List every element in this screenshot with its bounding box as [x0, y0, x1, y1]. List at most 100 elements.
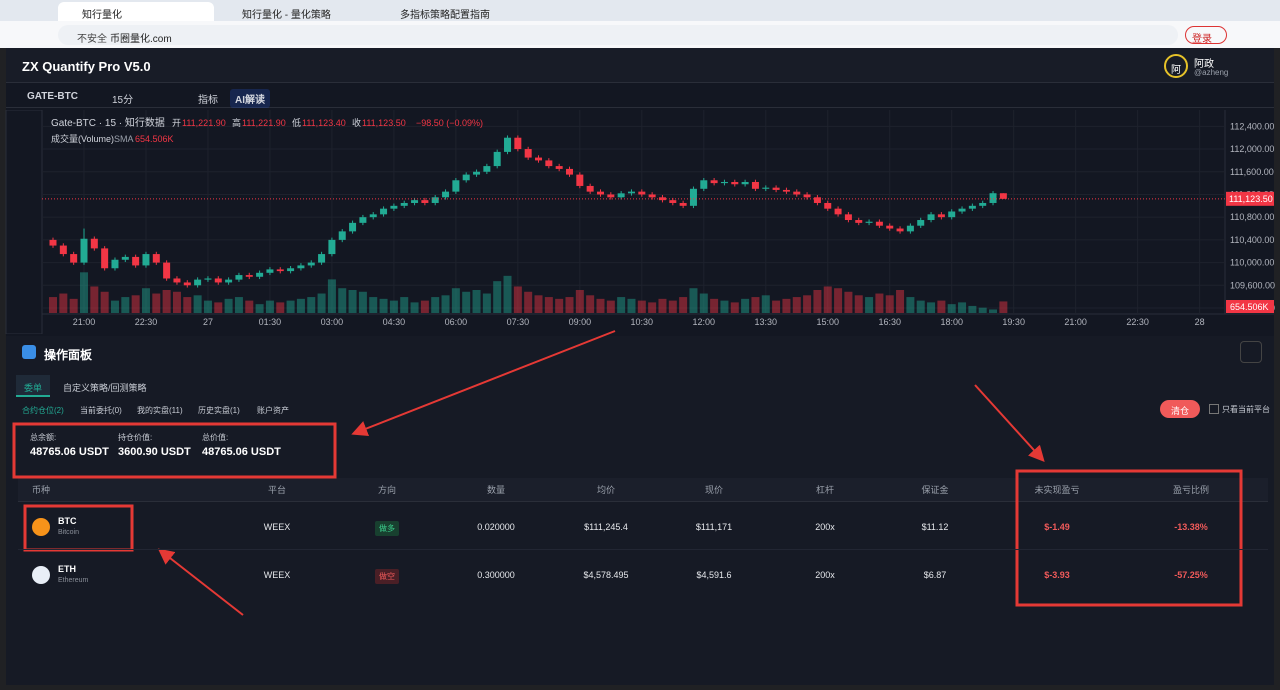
- url-field[interactable]: [58, 25, 1178, 45]
- volume-bar: [586, 295, 595, 313]
- volume-bar: [524, 291, 533, 313]
- sub-tab[interactable]: 当前委托(0): [80, 406, 122, 415]
- x-tick-label: 22:30: [135, 317, 158, 327]
- ohlc-key: 收: [352, 117, 361, 128]
- browser-tab[interactable]: 知行量化: [58, 2, 214, 21]
- volume-bar: [214, 302, 223, 313]
- sub-tab[interactable]: 历史实盘(1): [198, 406, 240, 415]
- volume-bar: [906, 297, 915, 313]
- y-tick-label: 110,000.00: [1230, 258, 1274, 268]
- candle-body: [700, 180, 708, 189]
- volume-tag-label: 654.506K: [1230, 302, 1269, 312]
- browser-tab[interactable]: 知行量化 - 量化策略: [242, 10, 331, 21]
- candle-body: [607, 194, 615, 198]
- volume-bar: [751, 297, 760, 313]
- volume-bar: [338, 288, 347, 313]
- sub-tab[interactable]: 合约仓位(2): [22, 406, 64, 415]
- avatar[interactable]: 阿: [1164, 54, 1188, 78]
- candle-body: [349, 222, 357, 232]
- x-tick-label: 16:30: [878, 317, 901, 327]
- table-cell: $-1.49: [1044, 522, 1070, 532]
- volume-bar: [172, 291, 181, 313]
- candle-body: [937, 214, 945, 218]
- symbol-button[interactable]: GATE-BTC: [27, 91, 78, 102]
- panel-tab[interactable]: 委单: [24, 383, 43, 393]
- url[interactable]: 币圈量化.com: [110, 34, 172, 45]
- table-cell: $-3.93: [1044, 570, 1070, 580]
- sub-tab[interactable]: 我的实盘(11): [137, 406, 183, 415]
- coin-symbol: BTC: [58, 516, 77, 526]
- coin-name: Bitcoin: [58, 529, 80, 536]
- candle-body: [297, 265, 305, 269]
- x-tick-label: 22:30: [1126, 317, 1149, 327]
- indicator-button[interactable]: 指标: [198, 95, 218, 106]
- candle-body: [411, 200, 419, 203]
- volume-bar: [854, 295, 863, 313]
- table-header: 杠杆: [815, 485, 835, 495]
- x-tick-label: 04:30: [383, 317, 406, 327]
- y-tick-label: 112,400.00: [1230, 121, 1274, 131]
- chart: 112,400.00112,000.00111,600.00111,200.00…: [5, 110, 1275, 334]
- volume-bar: [668, 300, 677, 313]
- interval-button[interactable]: 15分: [112, 95, 134, 106]
- candle-body: [318, 254, 326, 263]
- candle-body: [152, 254, 160, 263]
- coin-icon: [32, 518, 50, 536]
- x-tick-label: 01:30: [259, 317, 282, 327]
- candle-body: [638, 191, 646, 195]
- candle-body: [679, 202, 687, 206]
- volume-bar: [555, 298, 564, 313]
- candle-body: [235, 275, 243, 280]
- table-header: 未实现盈亏: [1034, 485, 1080, 495]
- browser-tab[interactable]: 多指标策略配置指南: [400, 10, 490, 21]
- volume-bar: [379, 298, 388, 313]
- login-button[interactable]: 登录: [1185, 26, 1227, 45]
- candle-body: [762, 187, 770, 189]
- candle-body: [390, 205, 398, 209]
- volume-bar: [296, 298, 305, 313]
- volume-bar: [183, 297, 192, 313]
- clear-button[interactable]: 清仓: [1160, 400, 1200, 418]
- volume-bar: [162, 290, 171, 313]
- x-tick-label: 10:30: [631, 317, 654, 327]
- tab-active-bg: [16, 375, 50, 397]
- panel-tab[interactable]: 自定义策略/回测策略: [63, 383, 147, 393]
- candle-body: [421, 200, 429, 203]
- summary-value: 48765.06 USDT: [30, 446, 109, 458]
- sub-tab[interactable]: 账户资产: [257, 406, 289, 415]
- candle-body: [710, 180, 718, 184]
- last-price-tag: [1226, 191, 1274, 206]
- candle-body: [225, 279, 233, 283]
- volume-bar: [534, 295, 543, 313]
- candle-body: [844, 214, 852, 221]
- checkbox[interactable]: [1209, 404, 1219, 414]
- candle-body: [772, 187, 780, 190]
- candle-body: [359, 217, 367, 223]
- volume-bar: [451, 288, 460, 313]
- table-cell: $6.87: [923, 570, 947, 580]
- volume-bar: [513, 286, 522, 313]
- table-cell: $4,578.495: [583, 570, 629, 580]
- ai-button[interactable]: AI解读: [230, 89, 270, 108]
- candle-body: [338, 231, 346, 240]
- candle-body: [576, 174, 584, 186]
- volume-bar: [617, 297, 626, 313]
- volume-bar: [472, 290, 481, 313]
- x-tick-label: 18:00: [940, 317, 963, 327]
- volume-bar: [420, 300, 429, 313]
- volume-bar: [358, 291, 367, 313]
- candle-body: [566, 168, 573, 175]
- panel-title: 操作面板: [44, 348, 93, 362]
- chart-bg: [6, 110, 1274, 334]
- table-cell: WEEX: [263, 522, 291, 532]
- x-tick-label: 07:30: [507, 317, 530, 327]
- candle-body: [328, 239, 336, 255]
- x-tick-label: 09:00: [569, 317, 592, 327]
- y-tick-label: 111,600.00: [1230, 167, 1274, 177]
- coin-name: Ethereum: [58, 577, 89, 584]
- volume-bar: [637, 300, 646, 313]
- candle-body: [173, 278, 181, 283]
- ohlc-value: 111,221.90: [182, 118, 226, 128]
- collapse-button[interactable]: [1240, 341, 1262, 363]
- ohlc-key: 高: [232, 117, 241, 128]
